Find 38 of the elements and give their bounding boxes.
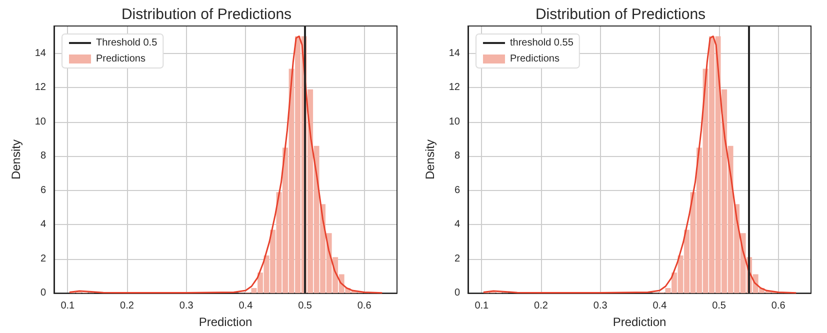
ref-line-label: Threshold 0.5 xyxy=(96,38,158,48)
x-tick-label: 0.2 xyxy=(120,300,134,312)
x-axis-title: Prediction xyxy=(612,315,666,329)
x-tick-label: 0.4 xyxy=(238,300,254,312)
x-tick-label: 0.1 xyxy=(60,300,76,312)
y-tick-label: 10 xyxy=(448,116,460,128)
y-tick-label: 2 xyxy=(40,253,46,264)
y-tick-label: 6 xyxy=(40,184,46,196)
x-tick-label: 0.1 xyxy=(474,300,490,312)
chart-title: Distribution of Predictions xyxy=(535,6,706,23)
y-tick-label: 10 xyxy=(34,116,46,128)
y-tick-label: 0 xyxy=(454,288,460,299)
chart-title: Distribution of Predictions xyxy=(121,6,292,23)
x-tick-label: 0.5 xyxy=(298,300,312,312)
y-tick-label: 0 xyxy=(40,288,46,299)
y-axis-title: Density xyxy=(423,140,437,180)
y-tick-label: 8 xyxy=(40,150,46,162)
x-tick-label: 0.3 xyxy=(179,300,194,312)
legend-label: Predictions xyxy=(510,54,560,64)
x-tick-label: 0.6 xyxy=(771,300,786,312)
y-tick-label: 12 xyxy=(448,82,460,94)
y-tick-label: 2 xyxy=(454,253,460,264)
ref-line-label: threshold 0.55 xyxy=(510,38,574,48)
x-tick-label: 0.2 xyxy=(534,300,548,312)
legend-label: Predictions xyxy=(96,54,146,64)
x-tick-label: 0.3 xyxy=(593,300,608,312)
x-tick-label: 0.6 xyxy=(357,300,372,312)
y-axis-title: Density xyxy=(9,140,23,180)
y-tick-label: 14 xyxy=(34,48,46,59)
y-tick-label: 12 xyxy=(34,82,46,94)
y-tick-label: 14 xyxy=(448,48,460,59)
x-tick-label: 0.5 xyxy=(712,300,726,312)
y-tick-label: 4 xyxy=(40,219,46,230)
x-axis-title: Prediction xyxy=(198,315,252,329)
x-tick-label: 0.4 xyxy=(652,300,668,312)
y-tick-label: 4 xyxy=(454,219,460,230)
y-tick-label: 6 xyxy=(454,184,460,196)
y-tick-label: 8 xyxy=(454,150,460,162)
